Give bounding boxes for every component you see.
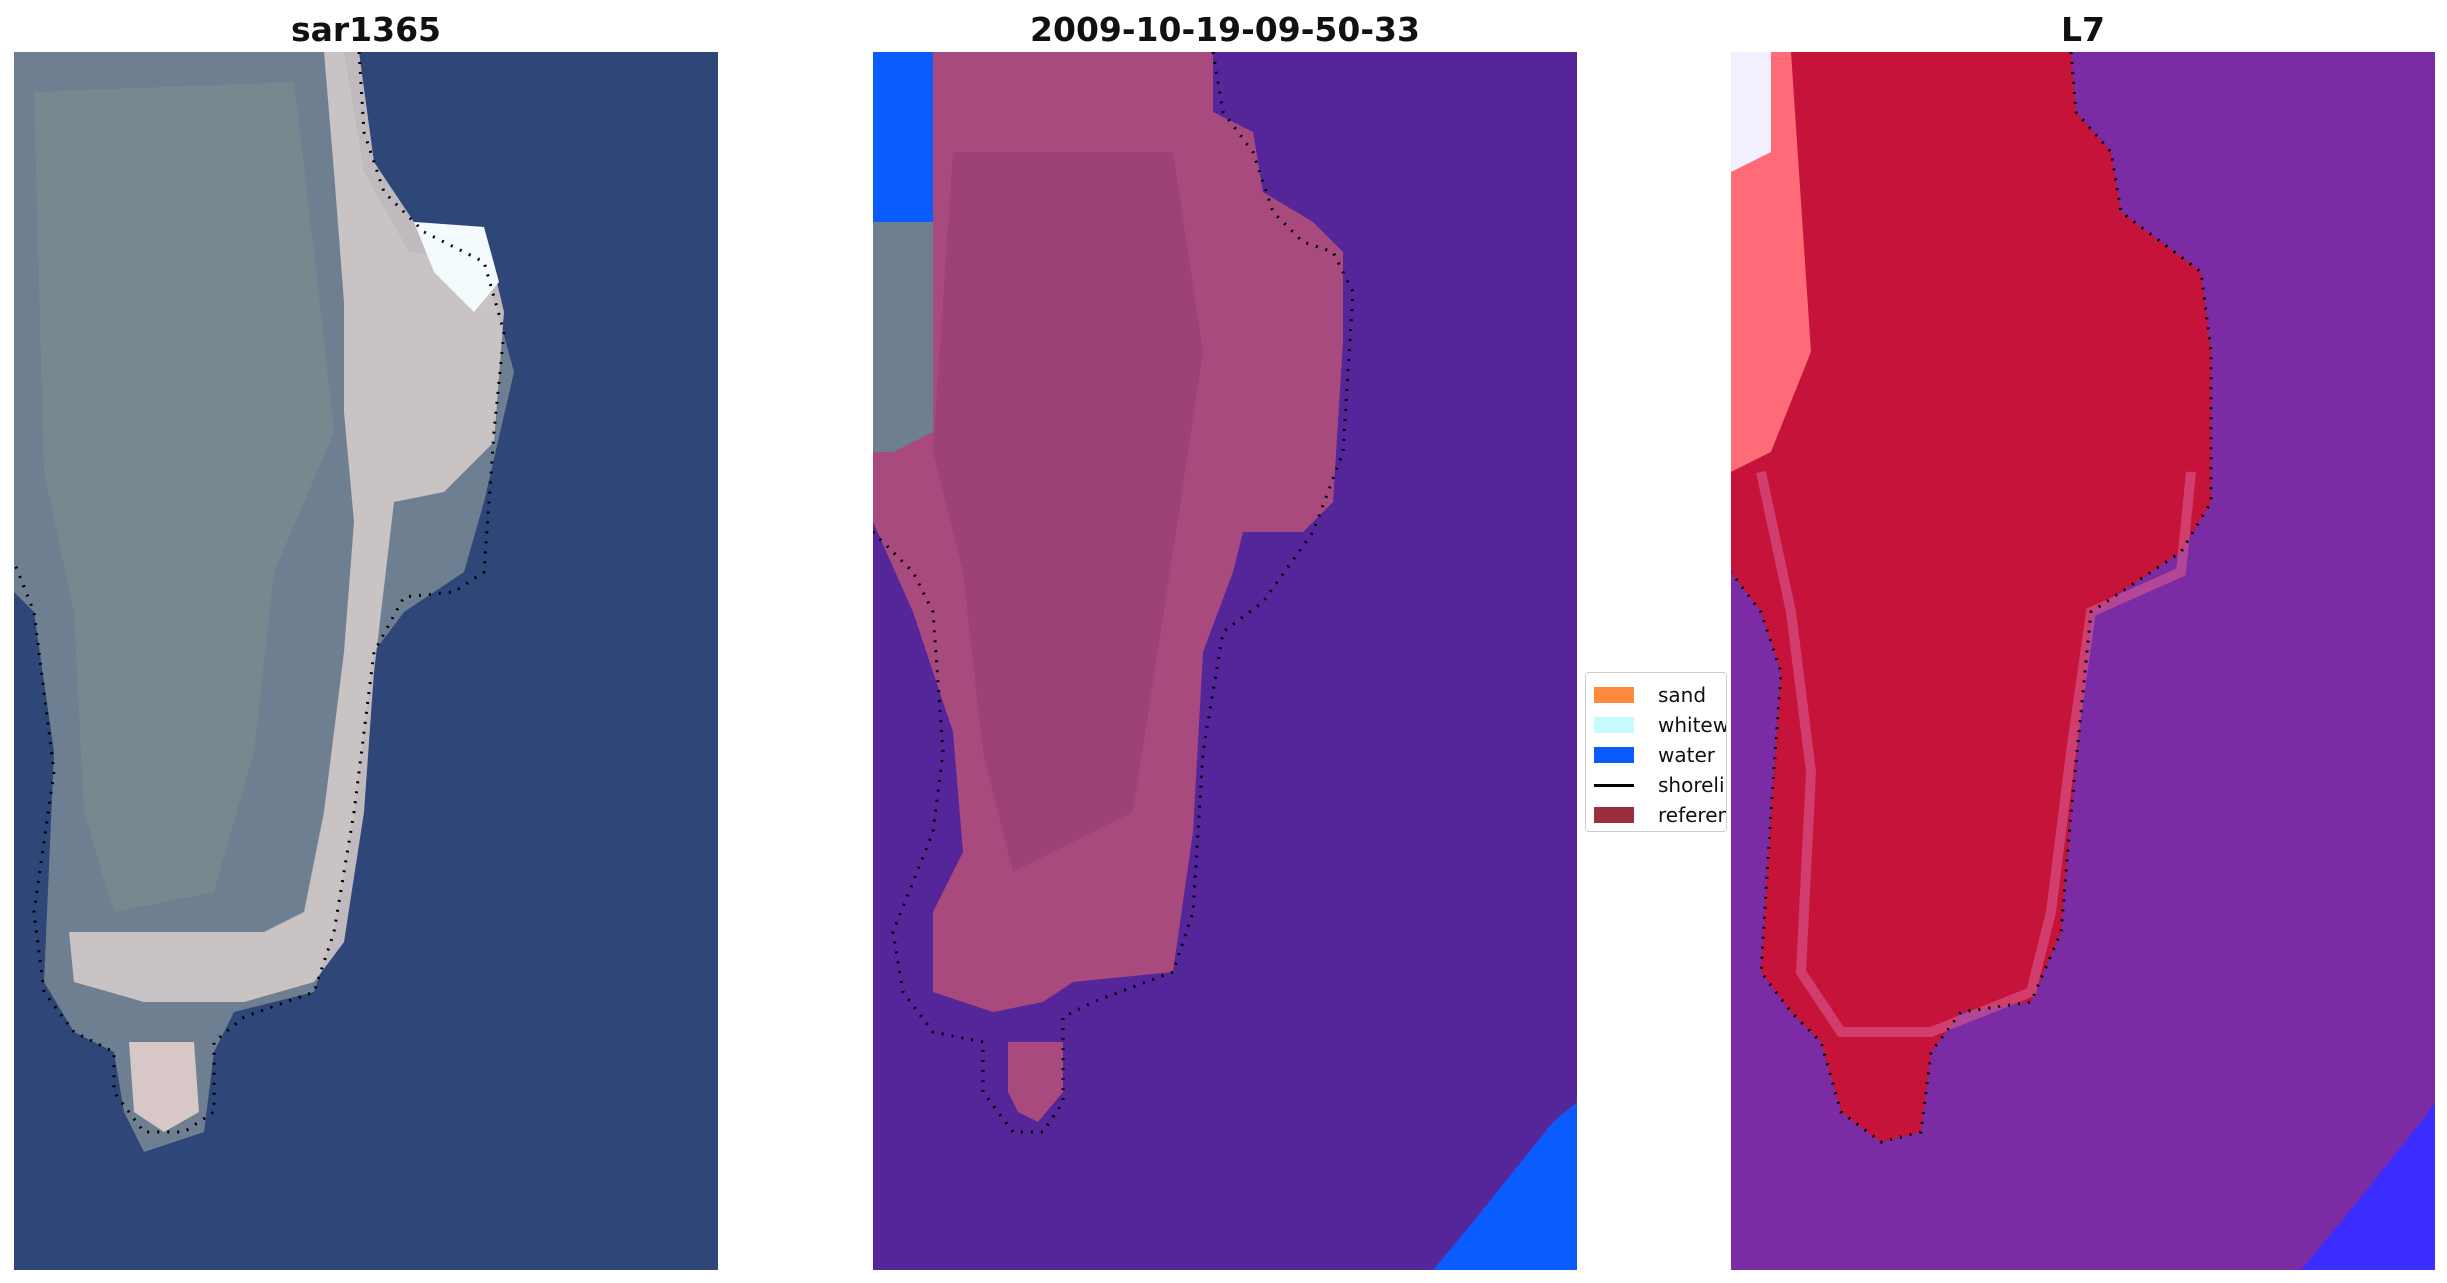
legend-item-sand: sand — [1594, 683, 1726, 707]
island-interior — [34, 82, 334, 912]
water-blue-bottomright — [1433, 1102, 1577, 1270]
water-blue-topleft — [873, 52, 933, 222]
legend-item-shoreline: shoreline — [1594, 773, 1726, 797]
panel-title-classified: 2009-10-19-09-50-33 — [1030, 10, 1420, 49]
mndwi-left-band-top — [1731, 52, 1771, 172]
mndwi-land — [1731, 52, 2211, 1142]
legend-item-water: water — [1594, 743, 1726, 767]
panel-title-mndwi: L7 — [2061, 10, 2105, 49]
sand-swatch — [1594, 687, 1634, 703]
shoreline-line — [1594, 784, 1634, 787]
mndwi-water-bottomright — [2301, 1102, 2435, 1270]
shoreline-dotted — [1731, 52, 2213, 1144]
beach-tip — [129, 1042, 199, 1132]
classified-image-panel[interactable] — [873, 52, 1577, 1270]
mndwi-image-panel[interactable] — [1731, 52, 2435, 1270]
legend-label: sand — [1658, 683, 1707, 707]
left-grey-strip — [873, 222, 933, 472]
rgb-image — [14, 52, 718, 1270]
legend-label: water — [1658, 743, 1715, 767]
panel-title-rgb: sar1365 — [290, 10, 442, 49]
water-swatch — [1594, 747, 1634, 763]
classified-land — [873, 52, 1343, 1012]
beach-strip — [69, 52, 504, 1002]
shoreline-dotted — [14, 52, 506, 1134]
whitewater-swatch — [1594, 717, 1634, 733]
legend-label: shoreline — [1658, 773, 1726, 797]
classified-tip — [1008, 1042, 1063, 1122]
legend-label: reference — [1658, 803, 1726, 827]
whitewater-patch — [414, 222, 499, 312]
classified-land-dark — [933, 152, 1203, 872]
reference-swatch — [1594, 807, 1634, 823]
legend-item-reference: reference — [1594, 803, 1726, 827]
classified-image — [873, 52, 1577, 1270]
mndwi-image — [1731, 52, 2435, 1270]
rgb-image-panel[interactable] — [14, 52, 718, 1270]
mndwi-land-edge — [1756, 470, 2196, 1037]
